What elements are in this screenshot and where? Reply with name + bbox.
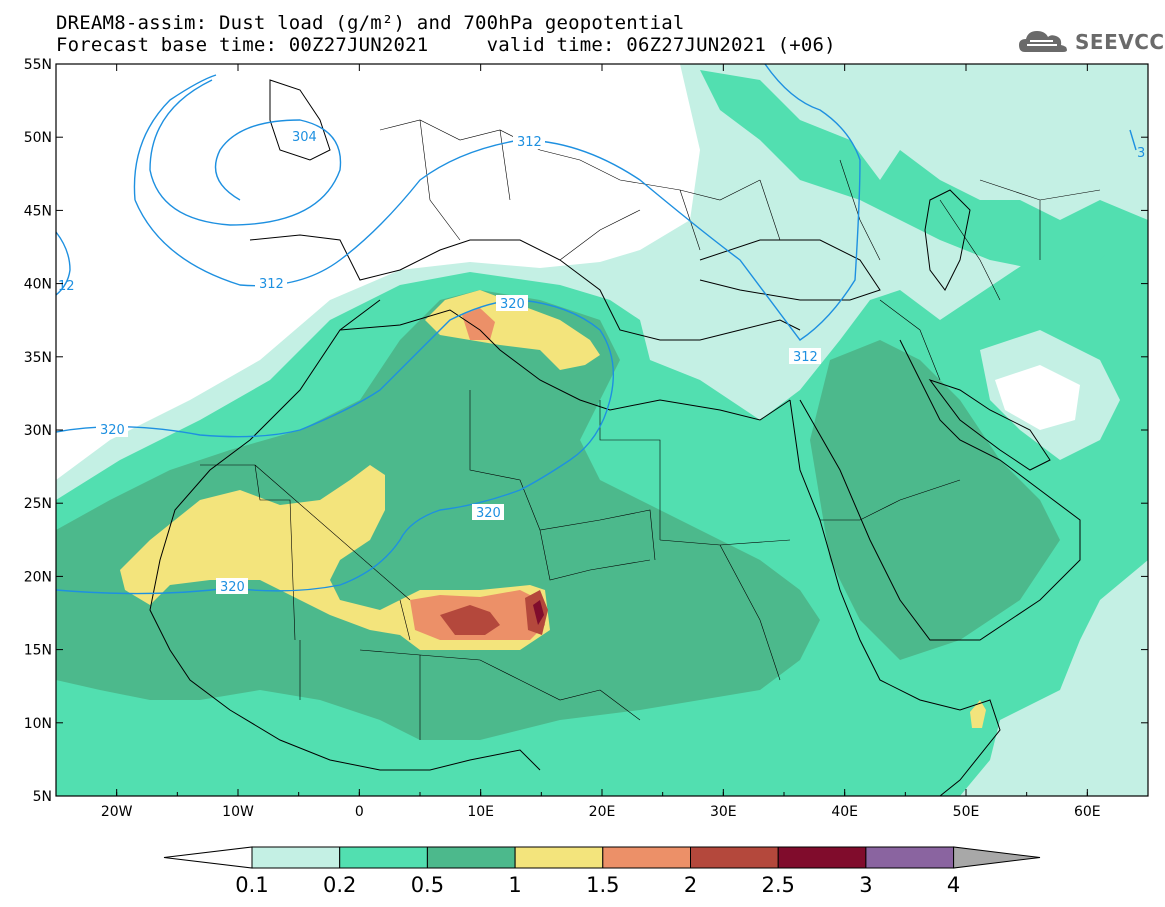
colorbar-segment: [865, 846, 955, 869]
colorbar-segment: [602, 846, 691, 869]
coast-red-sea: [789, 399, 1001, 796]
dust-area-1-somalia: [970, 700, 986, 728]
colorbar-label: 3: [859, 873, 872, 897]
lat-tick-label: 35N: [24, 350, 52, 366]
logo-text: SEEVCCC: [1075, 30, 1165, 54]
lon-tick-label: 30E: [710, 804, 737, 820]
colorbar-segment: [514, 846, 604, 869]
colorbar-low-end: [163, 846, 253, 869]
lon-tick-label: 40E: [831, 804, 858, 820]
dust-area-1-5-algeria: [462, 308, 495, 340]
lon-tick-label: 20E: [589, 804, 616, 820]
forecast-time-label: Forecast base time: 00Z27JUN2021 valid t…: [56, 34, 836, 56]
dust-area-0-5: [56, 290, 820, 740]
lon-tick-label: 10W: [222, 804, 254, 820]
coast-west-africa: [149, 299, 541, 771]
label-bg: [496, 295, 528, 311]
colorbar-segment: [777, 846, 867, 869]
colorbar-label: 0.5: [411, 873, 444, 897]
contour-label-312-north: 312: [517, 135, 542, 150]
lat-tick-label: 25N: [24, 496, 52, 512]
colorbar-segment: [426, 846, 516, 869]
cloud-icon: [1019, 31, 1067, 52]
colorbar: 0.1 0.2 0.5 1 1.5 2 2.5 3 4: [163, 846, 1041, 897]
contour-312-north: [133, 64, 861, 341]
label-bg: [789, 348, 821, 364]
coast-north-africa: [339, 309, 791, 421]
contour-label-320-tunisia: 320: [500, 297, 525, 312]
chart-title: DREAM8-assim: Dust load (g/m²) and 700hP…: [56, 12, 685, 34]
label-bg: [255, 275, 287, 291]
lon-tick-label: 60E: [1074, 804, 1101, 820]
lat-tick-label: 15N: [24, 643, 52, 659]
lon-tick-label: 50E: [953, 804, 980, 820]
lon-tick-label: 0: [355, 804, 364, 820]
contour-3-east: [1129, 129, 1137, 151]
contour-label-304: 304: [292, 130, 317, 145]
colorbar-label: 0.1: [235, 873, 268, 897]
colorbar-segment: [690, 846, 779, 869]
borders: [200, 119, 1101, 740]
lat-tick-label: 10N: [24, 716, 52, 732]
coast-arabia: [799, 339, 1081, 641]
label-bg: [216, 578, 248, 594]
colorbar-label: 1.5: [586, 873, 619, 897]
colorbar-label: 2.5: [761, 873, 794, 897]
coast-caspian: [924, 189, 971, 291]
coast-gulf: [928, 379, 1051, 471]
label-bg: [513, 133, 545, 149]
lon-tick-label: 20W: [101, 804, 133, 820]
country-borders-eurasia: [379, 119, 1101, 381]
contour-labels: 304 312 312 312 320 320 320 320 3 12: [58, 128, 1145, 595]
contour-304: [149, 79, 342, 226]
label-bg: [96, 421, 128, 437]
contour-label-320-west: 320: [100, 423, 125, 438]
contour-label-320-niger: 320: [476, 506, 501, 521]
colorbar-segment: [339, 846, 428, 869]
lat-tick-label: 40N: [24, 277, 52, 293]
contour-label-12-west: 12: [58, 279, 75, 294]
dust-area-2: [440, 605, 500, 635]
lat-tick-label: 55N: [24, 57, 52, 73]
contour-label-312-spain: 312: [259, 277, 284, 292]
lon-tick-label: 10E: [467, 804, 494, 820]
lat-axis: 55N 50N 45N 40N 35N 30N 25N 20N 15N 10N 5N: [24, 57, 1148, 805]
lat-tick-label: 5N: [33, 789, 52, 805]
contour-label-3-east: 3: [1137, 146, 1145, 161]
lat-tick-label: 30N: [24, 423, 52, 439]
colorbar-segment: [251, 846, 341, 869]
colorbar-label: 4: [947, 873, 960, 897]
geopotential-contours: [56, 64, 1137, 595]
colorbar-label: 2: [684, 873, 697, 897]
dust-area-1-algeria: [425, 290, 600, 370]
lat-tick-label: 20N: [24, 569, 52, 585]
label-bg: [288, 128, 320, 144]
country-borders-africa: [200, 390, 961, 740]
colorbar-label: 1: [508, 873, 521, 897]
dust-area-0-5-mideast: [810, 340, 1060, 660]
label-bg: [472, 504, 504, 520]
dust-area-0-2-north: [700, 70, 1130, 270]
colorbar-high-end: [953, 846, 1041, 869]
contour-label-312-east: 312: [793, 350, 818, 365]
dust-area-clear-east-2: [995, 365, 1080, 430]
dust-field: [56, 64, 1148, 796]
contour-320: [56, 299, 615, 595]
lat-tick-label: 45N: [24, 203, 52, 219]
coast-europe: [249, 234, 801, 341]
contour-12-west: [56, 231, 71, 296]
coast-uk: [269, 79, 331, 161]
dust-area-2-5: [533, 600, 544, 625]
lat-tick-label: 50N: [24, 130, 52, 146]
colorbar-label: 0.2: [323, 873, 356, 897]
contour-label-320-mauritania: 320: [220, 580, 245, 595]
lon-axis: 20W 10W 0 10E 20E 30E 40E 50E 60E: [55, 64, 1149, 820]
seevccc-logo: SEEVCCC: [1017, 24, 1165, 60]
